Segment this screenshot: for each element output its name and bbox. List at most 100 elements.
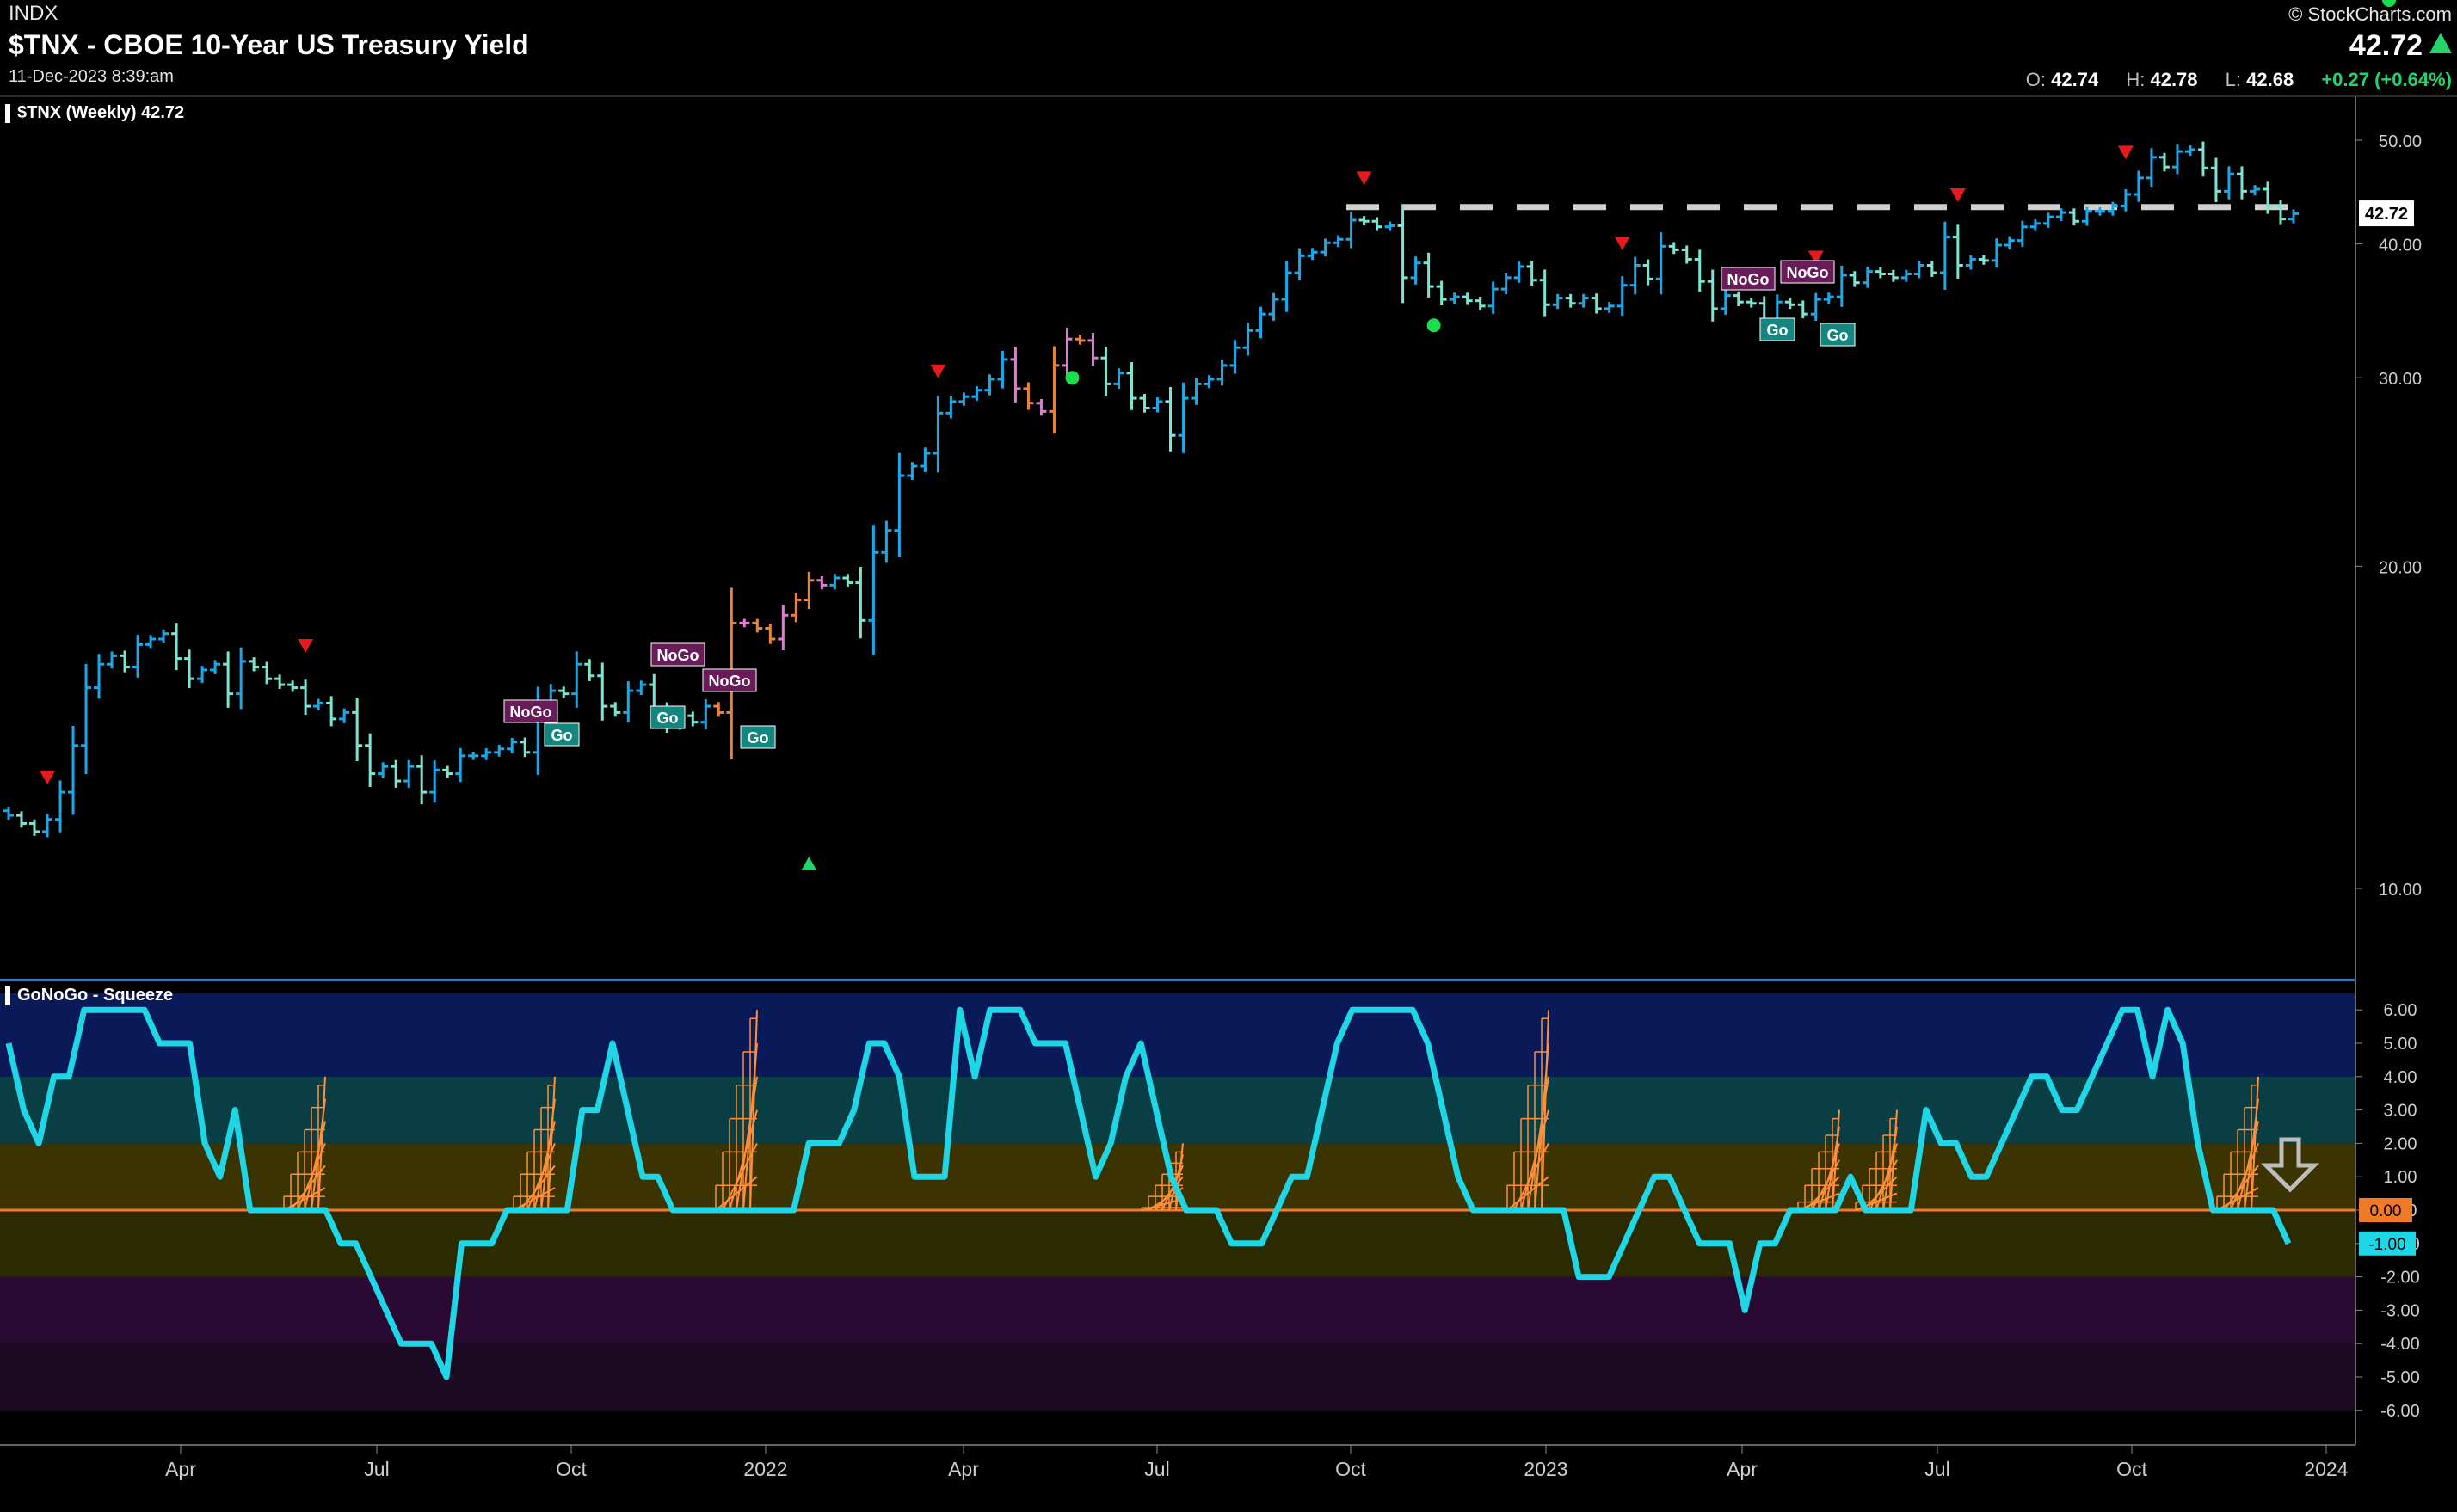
- squeeze-line: [1541, 1010, 1549, 1211]
- signal-badge: [1820, 323, 1856, 347]
- squeeze-line: [317, 1076, 326, 1211]
- y-tick-label: 1.00: [2384, 1168, 2417, 1187]
- y-tick-label: 50.00: [2379, 132, 2422, 151]
- squeeze-line: [1875, 1143, 1898, 1211]
- squeeze-zone: [1506, 1010, 1549, 1211]
- last-price: 42.72: [2349, 29, 2423, 62]
- y-tick-label: 5.00: [2384, 1035, 2417, 1054]
- squeeze-zone: [513, 1076, 556, 1211]
- signal-badge-text: Go: [657, 710, 679, 727]
- signal-badge: [650, 705, 686, 729]
- y-tick-label: 4.00: [2384, 1068, 2417, 1087]
- oscillator-value-label: -1.00: [2368, 1236, 2405, 1254]
- down-triangle-marker: [1614, 237, 1630, 251]
- down-triangle-marker: [1356, 171, 1372, 186]
- squeeze-line: [1520, 1109, 1549, 1211]
- squeeze-line: [736, 1076, 758, 1211]
- signal-badge-text: NoGo: [1787, 264, 1829, 281]
- squeeze-line: [304, 1121, 326, 1211]
- oscillator-band: [0, 1343, 2355, 1411]
- up-arrow-icon: [2429, 33, 2452, 53]
- up-triangle-marker: [801, 857, 817, 870]
- signal-badge-text: NoGo: [1727, 271, 1770, 288]
- squeeze-zone: [1141, 1143, 1184, 1211]
- x-tick-label: 2024: [2304, 1458, 2348, 1480]
- indicator-swatch: [5, 986, 10, 1005]
- squeeze-zone: [2216, 1076, 2259, 1211]
- open-label: O:: [2025, 69, 2047, 90]
- go-dot-marker: [2382, 0, 2397, 7]
- squeeze-zone: [283, 1076, 326, 1211]
- x-tick-label: 2023: [1524, 1458, 1567, 1480]
- y-tick-label: 40.00: [2379, 237, 2422, 255]
- x-tick-label: Jul: [364, 1458, 389, 1480]
- price-pane-label: $TNX (Weekly) 42.72: [5, 103, 184, 123]
- indicator-pane-label: GoNoGo - Squeeze: [5, 986, 173, 1005]
- signal-badge: [740, 725, 776, 749]
- squeeze-line: [513, 1187, 556, 1211]
- x-tick-label: Jul: [1924, 1458, 1949, 1480]
- y-tick-label: -5.00: [2380, 1368, 2420, 1387]
- low-label: L:: [2225, 69, 2242, 90]
- squeeze-line: [1527, 1076, 1549, 1211]
- down-triangle-marker: [1807, 250, 1824, 265]
- down-triangle-marker: [298, 639, 314, 654]
- oscillator-line: [5, 1006, 2292, 1380]
- oscillator-band: [0, 1076, 2355, 1144]
- y-tick-label: -6.00: [2380, 1402, 2420, 1421]
- last-value-label: 42.72: [2365, 205, 2408, 224]
- squeeze-zone: [1855, 1109, 1898, 1211]
- squeeze-line: [283, 1187, 326, 1211]
- squeeze-line: [1832, 1109, 1840, 1211]
- squeeze-line: [1889, 1109, 1898, 1211]
- x-tick-label: Jul: [1144, 1458, 1169, 1480]
- squeeze-line: [1161, 1165, 1184, 1211]
- squeeze-line: [533, 1121, 556, 1211]
- squeeze-line: [1506, 1176, 1549, 1211]
- x-tick-label: 2022: [743, 1458, 787, 1480]
- x-tick-label: Oct: [2116, 1458, 2147, 1480]
- high-value: 42.78: [2150, 69, 2198, 90]
- oscillator-band: [0, 993, 2355, 1077]
- low-value: 42.68: [2246, 69, 2294, 90]
- x-tick-label: Apr: [948, 1458, 979, 1480]
- price-series-label: $TNX (Weekly) 42.72: [17, 103, 185, 122]
- oscillator-band: [0, 1276, 2355, 1344]
- y-tick-label: 6.00: [2384, 1001, 2417, 1020]
- pane-separator: [0, 979, 2355, 981]
- signal-badge: [1759, 317, 1795, 341]
- signal-badge: [1721, 267, 1776, 291]
- squeeze-line: [715, 1176, 758, 1211]
- x-tick-label: Apr: [165, 1458, 196, 1480]
- y-tick-label: -4.00: [2380, 1335, 2420, 1354]
- signal-badge-text: Go: [1767, 322, 1789, 339]
- x-tick-label: Oct: [1335, 1458, 1366, 1480]
- y-tick-label: 10.00: [2379, 881, 2422, 900]
- zero-value-box: [2359, 1198, 2412, 1222]
- squeeze-line: [1818, 1143, 1840, 1211]
- squeeze-line: [2216, 1187, 2259, 1211]
- squeeze-line: [1141, 1198, 1184, 1211]
- series-swatch: [5, 103, 10, 123]
- indicator-series-label: GoNoGo - Squeeze: [17, 986, 174, 1005]
- y-tick-label: 30.00: [2379, 370, 2422, 389]
- signal-badge: [650, 642, 705, 667]
- chart-header: INDX $TNX - CBOE 10-Year US Treasury Yie…: [0, 0, 2457, 96]
- squeeze-line: [749, 1010, 758, 1211]
- squeeze-line: [547, 1076, 556, 1211]
- squeeze-line: [2237, 1121, 2259, 1211]
- down-arrow-icon: [2260, 1137, 2320, 1193]
- y-tick-label: 3.00: [2384, 1102, 2417, 1121]
- signal-badge-text: Go: [1827, 327, 1849, 344]
- squeeze-line: [1175, 1143, 1184, 1211]
- signal-badge-text: NoGo: [510, 704, 552, 721]
- go-dot-marker: [1426, 318, 1441, 333]
- squeeze-line: [297, 1143, 326, 1211]
- signal-badge: [544, 722, 580, 747]
- down-triangle-marker: [2117, 145, 2134, 160]
- zero-value-label: 0.00: [2370, 1202, 2402, 1220]
- y-tick-label: 2.00: [2384, 1134, 2417, 1153]
- down-triangle-marker: [1949, 187, 1966, 202]
- signal-badge: [1780, 260, 1835, 284]
